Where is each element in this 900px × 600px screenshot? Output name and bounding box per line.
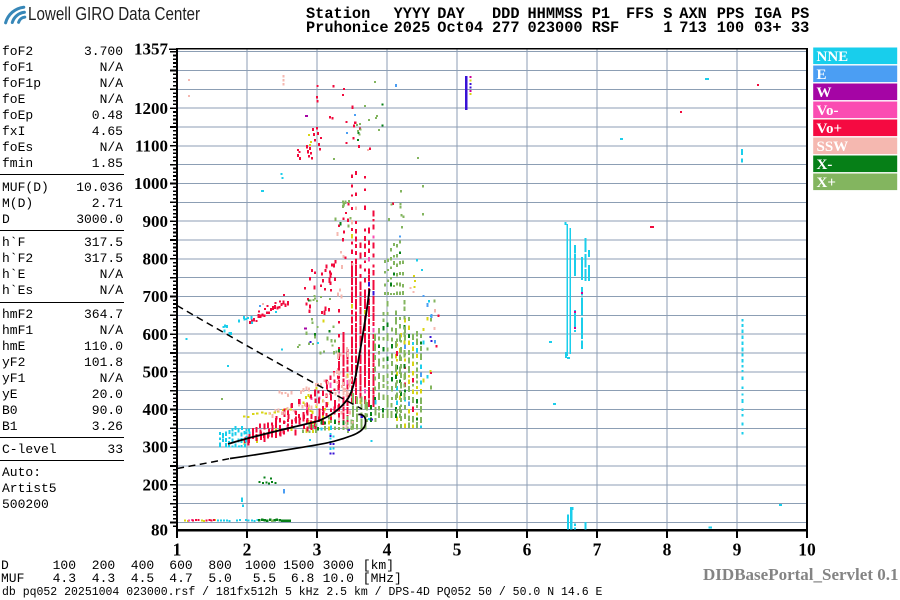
svg-text:3: 3 [313,540,322,560]
svg-text:E: E [817,67,827,83]
svg-text:80: 80 [151,521,168,540]
svg-text:200: 200 [143,475,169,494]
svg-text:Vo-: Vo- [817,103,839,119]
svg-text:8: 8 [663,540,672,560]
svg-text:X-: X- [817,157,833,173]
svg-text:800: 800 [143,249,169,268]
svg-text:1357: 1357 [134,40,169,59]
svg-text:NNE: NNE [817,49,849,65]
svg-text:5: 5 [453,540,462,560]
svg-text:1200: 1200 [134,99,168,118]
svg-text:600: 600 [143,325,169,344]
svg-text:10: 10 [798,540,816,560]
svg-text:1: 1 [173,540,182,560]
svg-text:W: W [817,85,832,101]
svg-text:300: 300 [143,438,169,457]
svg-text:2: 2 [243,540,252,560]
svg-text:400: 400 [143,400,169,419]
svg-text:700: 700 [143,287,169,306]
svg-text:4: 4 [383,540,392,560]
svg-text:1000: 1000 [134,174,168,193]
svg-text:X+: X+ [817,175,836,191]
svg-text:7: 7 [593,540,602,560]
svg-text:900: 900 [143,212,169,231]
svg-text:SSW: SSW [817,139,849,155]
svg-text:500: 500 [143,362,169,381]
svg-text:6: 6 [523,540,532,560]
svg-text:9: 9 [733,540,742,560]
svg-text:1100: 1100 [135,137,168,156]
svg-text:Vo+: Vo+ [817,121,843,137]
